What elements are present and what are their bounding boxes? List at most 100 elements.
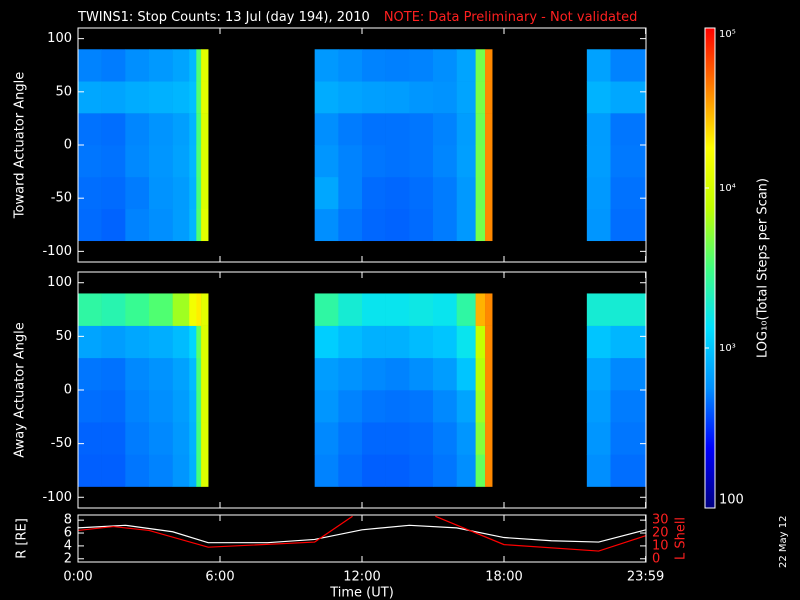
note: NOTE: Data Preliminary - Not validated: [384, 10, 638, 25]
heatmap-cell: [149, 49, 173, 82]
heatmap-cell: [456, 49, 476, 82]
heatmap-cell: [409, 145, 434, 178]
heatmap-cell: [586, 454, 611, 487]
heatmap-cell: [433, 325, 457, 359]
heatmap-cell: [101, 176, 126, 210]
heatmap-cell: [409, 390, 434, 423]
heatmap-cell: [362, 208, 386, 242]
heatmap-cell: [362, 113, 386, 146]
heatmap-cell: [338, 113, 363, 146]
heatmap-cell: [78, 325, 102, 359]
heatmap-cell: [314, 325, 339, 359]
heatmap-cell: [196, 325, 202, 359]
heatmap-cell: [78, 208, 102, 242]
heatmap-cell: [586, 49, 611, 82]
heatmap-cell: [586, 357, 611, 391]
chart-title: TWINS1: Stop Counts: 13 Jul (day 194), 2…: [77, 10, 370, 25]
heatmap-cell: [433, 454, 457, 487]
heatmap-cell: [385, 454, 410, 487]
heatmap-cell: [586, 113, 611, 146]
heatmap-cell: [475, 454, 486, 487]
plot-background: [78, 515, 646, 562]
heatmap-cell: [125, 208, 150, 242]
heatmap-cell: [338, 390, 363, 423]
heatmap-cell: [433, 113, 457, 146]
heatmap-cell: [101, 357, 126, 391]
heatmap-cell: [78, 293, 102, 326]
heatmap-cell: [125, 113, 150, 146]
y2-tick-label: 0: [652, 551, 660, 566]
heatmap-cell: [189, 176, 197, 210]
heatmap-cell: [125, 293, 150, 326]
heatmap-cell: [125, 49, 150, 82]
heatmap-cell: [409, 81, 434, 114]
heatmap-cell: [586, 390, 611, 423]
heatmap-cell: [409, 113, 434, 146]
heatmap-cell: [172, 390, 190, 423]
heatmap-cell: [456, 390, 476, 423]
heatmap-cell: [362, 81, 386, 114]
x-axis-label: Time (UT): [329, 586, 394, 600]
heatmap-cell: [586, 145, 611, 178]
heatmap-cell: [362, 390, 386, 423]
heatmap-cell: [149, 325, 173, 359]
heatmap-cell: [189, 422, 197, 455]
heatmap-cell: [385, 325, 410, 359]
y2-axis-label: L Shell: [674, 517, 689, 560]
heatmap-cell: [338, 357, 363, 391]
heatmap-cell: [475, 357, 486, 391]
heatmap-cell: [610, 422, 647, 455]
heatmap-cell: [456, 208, 476, 242]
heatmap-cell: [385, 145, 410, 178]
heatmap-cell: [314, 113, 339, 146]
heatmap-cell: [149, 145, 173, 178]
heatmap-cell: [475, 390, 486, 423]
heatmap-cell: [610, 208, 647, 242]
colorbar-tick-label: 10³: [719, 343, 736, 354]
heatmap-cell: [196, 176, 202, 210]
heatmap-cell: [475, 145, 486, 178]
heatmap-cell: [338, 49, 363, 82]
heatmap-cell: [78, 454, 102, 487]
heatmap-cell: [610, 81, 647, 114]
line-layer: [78, 515, 646, 552]
heatmap-cell: [362, 293, 386, 326]
heatmap-cell: [433, 145, 457, 178]
y-tick-label: 0: [64, 138, 72, 153]
heatmap-cell: [610, 113, 647, 146]
heatmap-cell: [610, 325, 647, 359]
heatmap-cell: [362, 145, 386, 178]
heatmap-cell: [78, 113, 102, 146]
heatmap-cell: [485, 454, 493, 487]
heatmap-cell: [172, 145, 190, 178]
heatmap-cell: [409, 208, 434, 242]
heatmap-cell: [409, 357, 434, 391]
heatmap-cell: [201, 325, 209, 359]
heatmap-cell: [409, 325, 434, 359]
heatmap-cell: [101, 293, 126, 326]
y-tick-label: 8: [64, 513, 72, 528]
heatmap-cell: [385, 390, 410, 423]
colorbar-label: LOG₁₀(Total Steps per Scan): [756, 178, 771, 358]
heatmap-cell: [201, 293, 209, 326]
heatmap-cell: [485, 422, 493, 455]
heatmap-cell: [610, 454, 647, 487]
plot-frame: [77, 271, 647, 509]
heatmap-cell: [125, 325, 150, 359]
heatmap-cell: [101, 208, 126, 242]
heatmap-cell: [485, 176, 493, 210]
heatmap-cell: [610, 145, 647, 178]
x-tick-label: 18:00: [485, 570, 522, 585]
title-line: TWINS1: Stop Counts: 13 Jul (day 194), 2…: [77, 10, 637, 25]
heatmap-cell: [149, 357, 173, 391]
heatmap-cell: [125, 454, 150, 487]
heatmap-cell: [149, 81, 173, 114]
heatmap-cell: [433, 81, 457, 114]
heatmap-cell: [149, 422, 173, 455]
heatmap-cell: [78, 49, 102, 82]
heatmap-cell: [196, 422, 202, 455]
heatmap-cell: [101, 113, 126, 146]
x-tick-label: 6:00: [205, 570, 234, 585]
heatmap-cell: [362, 176, 386, 210]
heatmap-cell: [101, 145, 126, 178]
